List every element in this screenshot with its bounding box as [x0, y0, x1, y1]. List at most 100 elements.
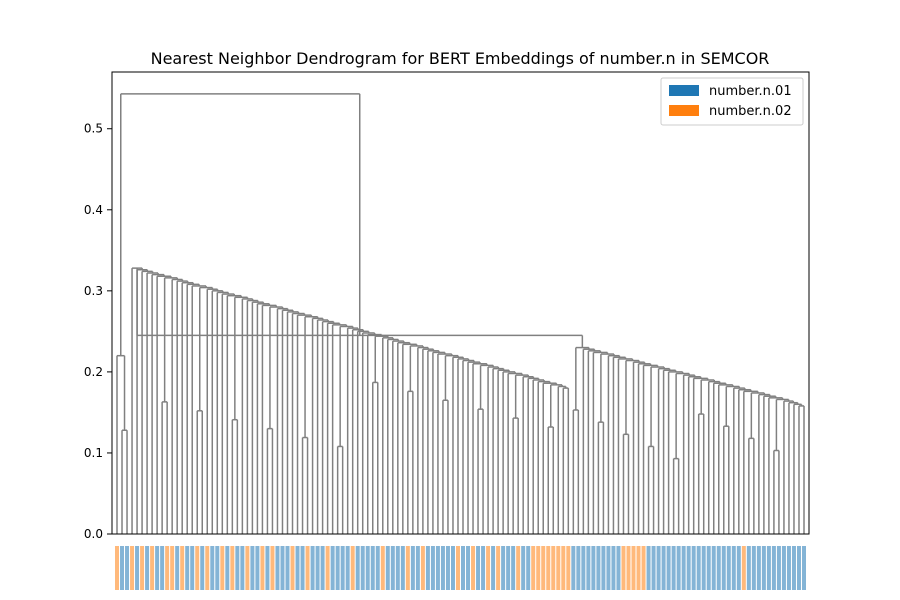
leaf-label [450, 546, 455, 590]
leaf-label [471, 546, 476, 590]
leaf-label [325, 546, 330, 590]
leaf-label [355, 546, 360, 590]
leaf-label [265, 546, 270, 590]
leaf-label [255, 546, 260, 590]
y-tick-label: 0.2 [84, 365, 103, 379]
leaf-label [586, 546, 591, 590]
leaf-label [771, 546, 776, 590]
leaf-label [390, 546, 395, 590]
leaf-label [776, 546, 781, 590]
leaf-label [631, 546, 636, 590]
leaf-label [656, 546, 661, 590]
leaf-label [125, 546, 130, 590]
plot-frame [111, 71, 810, 535]
leaf-label [140, 546, 145, 590]
leaf-label [150, 546, 155, 590]
leaf-label [210, 546, 215, 590]
leaf-label [526, 546, 531, 590]
leaf-label [726, 546, 731, 590]
leaf-label [275, 546, 280, 590]
leaf-label [440, 546, 445, 590]
leaf-label [791, 546, 796, 590]
leaf-label [200, 546, 205, 590]
leaf-label [190, 546, 195, 590]
leaf-label [195, 546, 200, 590]
leaf-label [285, 546, 290, 590]
leaf-label [481, 546, 486, 590]
leaf-label [606, 546, 611, 590]
leaf-label [531, 546, 536, 590]
leaf-label [180, 546, 185, 590]
leaf-label [370, 546, 375, 590]
leaf-label [380, 546, 385, 590]
leaf-label [340, 546, 345, 590]
leaf-label [320, 546, 325, 590]
leaf-label [330, 546, 335, 590]
leaf-label [160, 546, 165, 590]
leaf-label [415, 546, 420, 590]
leaf-label [315, 546, 320, 590]
leaf-label [215, 546, 220, 590]
leaf-label [691, 546, 696, 590]
leaf-label [746, 546, 751, 590]
leaf-label [661, 546, 666, 590]
leaf-label [736, 546, 741, 590]
leaf-label [716, 546, 721, 590]
leaf-label [290, 546, 295, 590]
leaf-label [596, 546, 601, 590]
leaf-label [350, 546, 355, 590]
leaf-label [155, 546, 160, 590]
leaf-label [501, 546, 506, 590]
leaf-label [375, 546, 380, 590]
leaf-label [766, 546, 771, 590]
leaf-label [335, 546, 340, 590]
leaf-label [175, 546, 180, 590]
leaf-label [561, 546, 566, 590]
leaf-label [405, 546, 410, 590]
leaf-label [676, 546, 681, 590]
leaf-label [566, 546, 571, 590]
leaf-label [571, 546, 576, 590]
leaf-label [491, 546, 496, 590]
leaf-label [260, 546, 265, 590]
leaf-label [786, 546, 791, 590]
leaf-label [120, 546, 125, 590]
y-tick-label: 0.4 [84, 203, 103, 217]
leaf-label [486, 546, 491, 590]
leaf-label [130, 546, 135, 590]
leaf-label [796, 546, 801, 590]
leaf-label [445, 546, 450, 590]
leaf-label [365, 546, 370, 590]
leaf-label [270, 546, 275, 590]
leaf-label [651, 546, 656, 590]
leaf-label [731, 546, 736, 590]
leaf-label [400, 546, 405, 590]
leaf-label [506, 546, 511, 590]
leaf-label [240, 546, 245, 590]
y-tick-label: 0.3 [84, 284, 103, 298]
leaf-label [611, 546, 616, 590]
leaf-label [581, 546, 586, 590]
leaf-label [145, 546, 150, 590]
legend-swatch-number-n-01 [669, 85, 699, 96]
y-axis: 0.0 0.1 0.2 0.3 0.4 0.5 [84, 122, 112, 541]
chart-title: Nearest Neighbor Dendrogram for BERT Emb… [151, 49, 770, 68]
y-tick-label: 0.1 [84, 446, 103, 460]
leaf-label [636, 546, 641, 590]
leaf-label [751, 546, 756, 590]
leaf-label [686, 546, 691, 590]
leaf-label [521, 546, 526, 590]
leaf-label [696, 546, 701, 590]
leaf-label [681, 546, 686, 590]
leaf-label [511, 546, 516, 590]
leaf-label [235, 546, 240, 590]
legend-swatch-number-n-02 [669, 105, 699, 116]
leaf-label [802, 546, 806, 590]
leaf-label [701, 546, 706, 590]
leaf-label [781, 546, 786, 590]
leaf-label [671, 546, 676, 590]
leaf-label [185, 546, 190, 590]
leaf-label [245, 546, 250, 590]
leaf-label [556, 546, 561, 590]
leaf-label [641, 546, 646, 590]
